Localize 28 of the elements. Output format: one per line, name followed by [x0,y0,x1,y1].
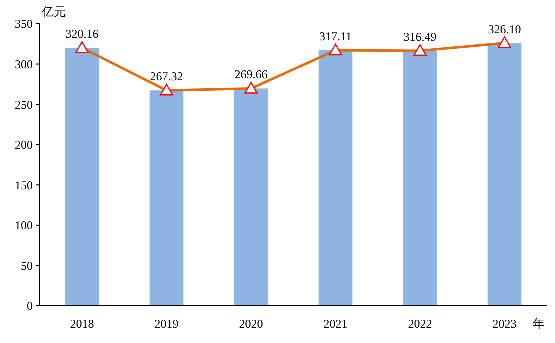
x-tick-label: 2019 [154,317,179,331]
data-label: 316.49 [404,30,437,44]
y-tick-label: 100 [15,218,33,233]
bar [65,48,100,306]
x-tick-label: 2023 [492,317,517,331]
x-tick-label: 2022 [408,317,432,331]
y-tick-label: 50 [21,258,33,273]
data-label: 317.11 [319,30,352,44]
y-tick-label: 0 [27,299,33,314]
bar [488,43,522,306]
y-tick-label: 350 [15,17,33,32]
y-tick-label: 300 [15,57,33,72]
data-label: 269.66 [234,68,268,82]
data-label: 320.16 [66,27,99,42]
bar [234,88,268,306]
y-axis-title: 亿元 [41,5,66,19]
bar [318,50,353,306]
x-tick-label: 2020 [239,317,264,331]
x-tick-label: 2018 [70,317,94,331]
data-label: 267.32 [150,70,184,84]
x-axis-title: 年 [533,317,545,331]
x-tick-label: 2021 [324,317,348,331]
bar [403,51,438,306]
y-tick-label: 200 [15,138,33,152]
y-tick-label: 250 [15,98,33,112]
bar [150,90,184,306]
y-tick-label: 150 [15,178,33,192]
data-label: 326.10 [488,22,522,36]
